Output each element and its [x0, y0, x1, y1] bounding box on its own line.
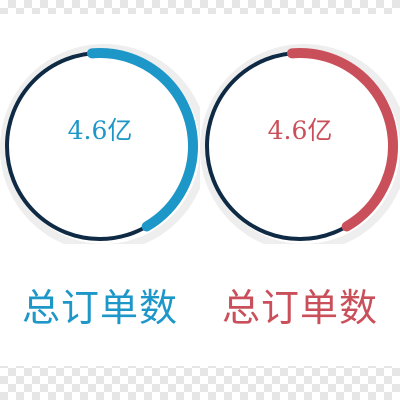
- order-gauge-red: 4.6亿: [200, 14, 400, 244]
- gauge-value: 4.6亿: [267, 116, 333, 145]
- gauge-label: 总订单数: [21, 286, 178, 330]
- gauge-label: 总订单数: [221, 286, 378, 330]
- gauge-ring-blue: [0, 44, 200, 244]
- gauge-halo: [200, 44, 400, 244]
- gauge-progress-arc: [2, 48, 198, 244]
- gauge-value: 4.6亿: [67, 116, 133, 145]
- gauge-ring-red: [200, 44, 400, 244]
- gauge-panel: 4.6亿 4.6亿 总订单数 总订单数: [0, 14, 400, 366]
- gauge-halo: [0, 44, 200, 244]
- gauge-progress-arc: [202, 48, 398, 244]
- order-gauge-blue: 4.6亿: [0, 14, 200, 244]
